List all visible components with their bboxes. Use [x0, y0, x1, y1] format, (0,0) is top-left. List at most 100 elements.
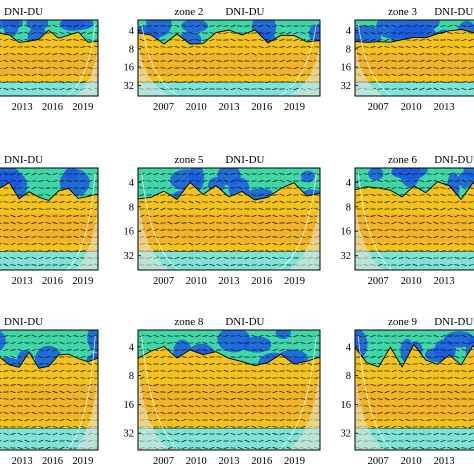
phase-arrow — [167, 53, 173, 55]
phase-arrow — [230, 229, 236, 231]
phase-arrow — [195, 39, 201, 41]
phase-arrow — [160, 46, 166, 48]
phase-arrow — [419, 250, 425, 252]
phase-arrow — [286, 369, 292, 373]
phase-arrow — [468, 201, 474, 203]
phase-arrow — [377, 412, 383, 414]
phase-arrow — [279, 173, 285, 175]
phase-arrow — [66, 377, 72, 379]
power-band — [355, 54, 474, 76]
phase-arrow — [181, 38, 187, 42]
phase-arrow — [293, 39, 299, 41]
phase-arrow — [265, 383, 271, 387]
phase-arrow — [223, 194, 229, 196]
phase-arrow — [167, 419, 173, 421]
phase-arrow — [468, 194, 474, 196]
phase-arrow — [3, 52, 9, 56]
phase-arrow — [10, 207, 16, 211]
phase-arrow — [17, 67, 23, 69]
phase-arrow — [398, 60, 404, 62]
phase-arrow — [10, 45, 16, 49]
phase-arrow — [202, 201, 208, 203]
phase-arrow — [272, 356, 278, 358]
phase-arrow — [412, 88, 418, 90]
phase-arrow — [391, 24, 397, 28]
phase-arrow — [17, 87, 23, 91]
phase-arrow — [10, 52, 16, 56]
phase-arrow — [279, 193, 285, 197]
phase-arrow — [433, 87, 439, 91]
phase-arrow — [419, 257, 425, 259]
x-tick-label: 2016 — [251, 456, 272, 467]
zone-label: zone 2 — [174, 6, 203, 18]
phase-arrow — [398, 257, 404, 259]
phase-arrow — [66, 215, 72, 217]
phase-arrow — [454, 383, 460, 387]
phase-arrow — [195, 24, 201, 28]
phase-arrow — [202, 335, 208, 337]
phase-arrow — [17, 334, 23, 338]
phase-arrow — [24, 418, 30, 422]
phase-arrow — [167, 447, 173, 449]
phase-arrow — [73, 376, 79, 380]
phase-arrow — [216, 412, 222, 414]
phase-arrow — [52, 242, 58, 246]
phase-arrow — [272, 194, 278, 196]
phase-arrow — [73, 215, 79, 217]
phase-arrow — [174, 263, 180, 267]
phase-arrow — [153, 52, 159, 56]
phase-arrow — [87, 235, 93, 239]
phase-arrow — [293, 362, 299, 366]
phase-arrow — [24, 221, 30, 225]
phase-arrow — [251, 398, 257, 400]
phase-arrow — [146, 370, 152, 372]
phase-arrow — [31, 88, 37, 90]
phase-arrow — [3, 256, 9, 260]
phase-arrow — [384, 215, 390, 217]
phase-arrow — [384, 173, 390, 175]
phase-arrow — [0, 38, 2, 41]
phase-arrow — [10, 363, 16, 365]
phase-arrow — [0, 67, 2, 70]
phase-arrow — [279, 419, 285, 421]
phase-arrow — [59, 228, 65, 232]
phase-arrow — [398, 242, 404, 246]
phase-arrow — [433, 24, 439, 28]
phase-arrow — [265, 24, 271, 28]
phase-arrow — [237, 398, 243, 400]
phase-arrow — [195, 242, 201, 246]
phase-arrow — [10, 264, 16, 266]
phase-arrow — [167, 39, 173, 41]
phase-arrow — [0, 173, 2, 175]
x-tick-label: 2013 — [434, 102, 455, 113]
phase-arrow — [66, 194, 72, 196]
x-tick-label: 2019 — [72, 456, 93, 467]
phase-arrow — [3, 263, 9, 267]
phase-arrow — [398, 31, 404, 35]
phase-arrow — [244, 243, 250, 245]
phase-arrow — [454, 45, 460, 49]
phase-arrow — [244, 398, 250, 400]
phase-arrow — [66, 88, 72, 90]
phase-arrow — [24, 439, 30, 443]
phase-arrow — [195, 172, 201, 176]
phase-arrow — [356, 383, 362, 387]
phase-arrow — [230, 383, 236, 387]
phase-arrow — [251, 433, 257, 435]
phase-arrow — [66, 74, 72, 76]
phase-arrow — [45, 249, 51, 253]
phase-arrow — [230, 60, 236, 62]
phase-arrow — [160, 207, 166, 211]
phase-arrow — [272, 31, 278, 35]
phase-arrow — [384, 73, 390, 77]
phase-arrow — [419, 187, 425, 189]
phase-arrow — [377, 235, 383, 239]
phase-arrow — [398, 208, 404, 210]
phase-arrow — [52, 172, 58, 176]
phase-arrow — [370, 201, 376, 203]
phase-arrow — [181, 46, 187, 48]
phase-arrow — [391, 173, 397, 175]
phase-arrow — [209, 38, 215, 42]
phase-arrow — [363, 74, 369, 76]
phase-arrow — [174, 24, 180, 28]
